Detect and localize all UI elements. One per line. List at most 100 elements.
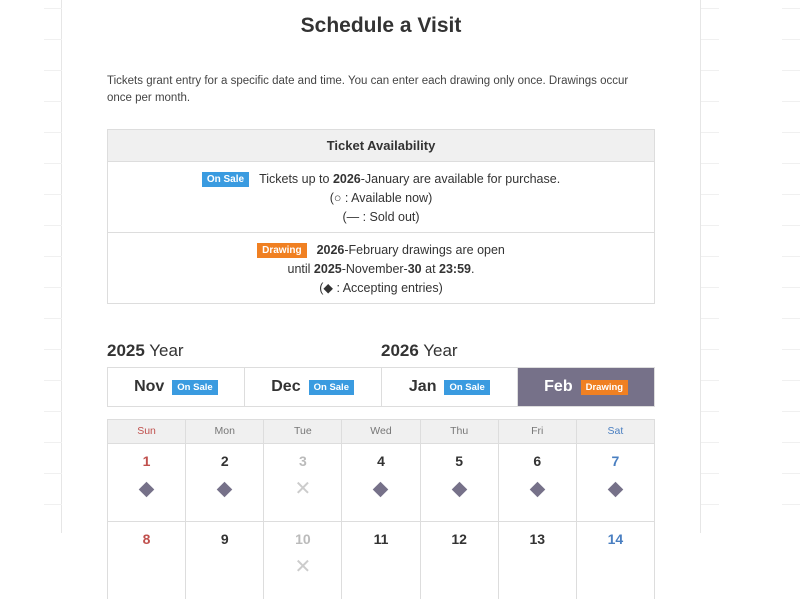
rail-tick <box>782 101 800 102</box>
calendar-day[interactable]: 2 <box>186 444 265 521</box>
rail-tick <box>782 287 800 288</box>
rail-tick <box>782 380 800 381</box>
diamond-icon <box>216 481 233 497</box>
ticket-availability-table: Ticket Availability On Sale Tickets up to… <box>107 129 655 304</box>
drawing-row: Drawing 2026-February drawings are open u… <box>108 233 654 303</box>
calendar-day: 11 <box>342 522 421 599</box>
closed-x-icon: ✕ <box>294 556 312 578</box>
calendar-day: 8 <box>108 522 187 599</box>
intro-text: Tickets grant entry for a specific date … <box>107 75 629 104</box>
calendar-day[interactable]: 7 <box>577 444 654 521</box>
diamond-icon <box>138 481 155 497</box>
on-sale-text-end: -January are available for purchase. <box>360 172 561 186</box>
period: . <box>471 262 475 276</box>
day-number: 11 <box>373 531 389 547</box>
weekday-thu: Thu <box>420 420 499 443</box>
deadline-day: 30 <box>407 262 422 276</box>
drawing-year: 2026 <box>316 243 345 257</box>
day-number: 9 <box>220 531 229 547</box>
diamond-icon <box>607 481 624 497</box>
rail-tick <box>44 349 62 350</box>
rail-tick <box>701 411 719 412</box>
day-number: 13 <box>529 531 546 547</box>
calendar-day: 3 ✕ <box>264 444 343 521</box>
weekday-sun: Sun <box>108 420 187 443</box>
rail-tick <box>701 504 719 505</box>
year-label-2026: 2026 Year <box>381 341 458 360</box>
rail-tick <box>701 287 719 288</box>
rail-tick <box>782 39 800 40</box>
weekday-mon: Mon <box>186 420 265 443</box>
rail-tick <box>782 256 800 257</box>
rail-tick <box>701 8 719 9</box>
diamond-icon <box>451 481 467 497</box>
rail-tick <box>782 194 800 195</box>
rail-tick <box>782 225 800 226</box>
rail-tick <box>44 256 62 257</box>
calendar: Sun Mon Tue Wed Thu Fri Sat 1 2 3 ✕ 4 5 6 7 8 9 10 ✕ 11 12 1… <box>107 419 655 599</box>
page-title: Schedule a Visit <box>300 14 462 37</box>
day-number: 6 <box>533 453 542 469</box>
calendar-day[interactable]: 5 <box>421 444 499 521</box>
rail-tick <box>701 256 719 257</box>
day-number: 14 <box>607 531 624 547</box>
calendar-day[interactable]: 6 <box>499 444 577 521</box>
calendar-day[interactable]: 4 <box>342 444 421 521</box>
year-label-2025: 2025 Year <box>107 341 184 360</box>
weekday-fri: Fri <box>498 420 577 443</box>
rail-tick <box>44 380 62 381</box>
rail-tick <box>701 380 719 381</box>
day-number: 10 <box>295 531 311 547</box>
rail-tick <box>701 442 719 443</box>
calendar-day: 10 ✕ <box>264 522 343 599</box>
on-sale-badge: On Sale <box>308 379 354 395</box>
diamond-icon <box>529 481 546 497</box>
day-number: 3 <box>298 453 307 469</box>
day-number: 1 <box>142 453 151 469</box>
rail-tick <box>701 349 719 350</box>
day-number: 2 <box>220 453 229 469</box>
day-number: 12 <box>451 531 467 547</box>
deadline-month: -November- <box>341 262 408 276</box>
rail-tick <box>44 473 62 474</box>
rail-tick <box>782 70 800 71</box>
drawing-badge: Drawing <box>257 243 307 258</box>
legend-accepting: (◆ : Accepting entries) <box>319 281 443 295</box>
rail-tick <box>44 8 62 9</box>
day-number: 4 <box>377 453 385 469</box>
rail-tick <box>782 349 800 350</box>
rail-tick <box>701 194 719 195</box>
rail-tick <box>44 287 62 288</box>
deadline-time: 23:59 <box>439 262 471 276</box>
rail-tick <box>44 194 62 195</box>
tab-nov[interactable]: Nov On Sale <box>108 368 245 406</box>
rail-tick <box>701 163 719 164</box>
drawing-badge: Drawing <box>580 379 629 395</box>
rail-tick <box>782 442 800 443</box>
on-sale-badge: On Sale <box>201 172 250 187</box>
legend-available: (○ : Available now) <box>329 191 433 205</box>
weekday-tue: Tue <box>264 420 343 443</box>
on-sale-text: Tickets up to <box>259 172 333 186</box>
rail-tick <box>701 225 719 226</box>
rail-tick <box>782 504 800 505</box>
day-number: 5 <box>455 453 464 469</box>
tab-dec[interactable]: Dec On Sale <box>245 368 382 406</box>
calendar-day: 9 <box>186 522 265 599</box>
rail-tick <box>701 132 719 133</box>
day-number: 8 <box>142 531 151 547</box>
rail-tick <box>44 225 62 226</box>
tab-jan[interactable]: Jan On Sale <box>382 368 519 406</box>
on-sale-badge: On Sale <box>444 379 490 395</box>
tab-feb[interactable]: Feb Drawing <box>518 368 654 406</box>
drawing-text: -February drawings are open <box>344 243 505 257</box>
availability-header: Ticket Availability <box>108 130 654 162</box>
rail-tick <box>782 411 800 412</box>
calendar-day[interactable]: 1 <box>108 444 187 521</box>
deadline-year: 2025 <box>313 262 342 276</box>
rail-tick <box>701 101 719 102</box>
rail-tick <box>44 101 62 102</box>
rail-tick <box>44 39 62 40</box>
on-sale-badge: On Sale <box>172 379 218 395</box>
rail-tick <box>44 70 62 71</box>
